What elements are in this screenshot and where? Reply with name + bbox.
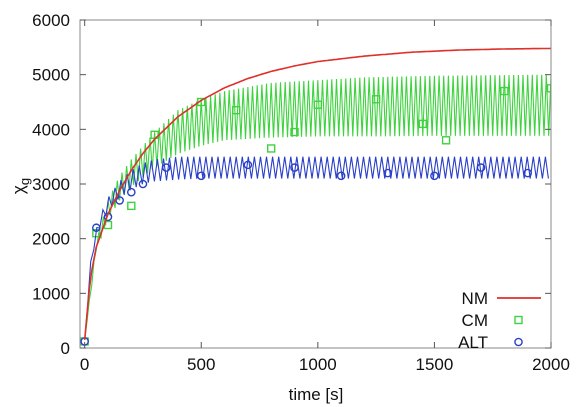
alt-marker bbox=[290, 163, 299, 172]
cm-marker bbox=[232, 105, 241, 115]
alt-series-line bbox=[84, 156, 549, 340]
cm-series-line bbox=[84, 74, 551, 340]
cm-marker bbox=[546, 84, 551, 93]
alt-marker bbox=[430, 171, 439, 181]
x-tick-label: 0 bbox=[80, 355, 89, 374]
cm-marker bbox=[371, 95, 381, 104]
y-tick-label: 2000 bbox=[32, 230, 70, 249]
alt-marker bbox=[383, 168, 393, 178]
alt-marker bbox=[92, 223, 101, 233]
legend-swatch-cm bbox=[514, 315, 523, 325]
x-tick-label: 1000 bbox=[299, 355, 337, 374]
alt-marker bbox=[115, 196, 124, 205]
y-tick-label: 1000 bbox=[32, 284, 70, 303]
x-axis-title: time [s] bbox=[289, 385, 344, 404]
x-tick-label: 1500 bbox=[416, 355, 454, 374]
axis-ticks bbox=[80, 19, 552, 349]
cm-marker bbox=[290, 127, 299, 137]
cm-marker bbox=[313, 100, 323, 109]
y-tick-label: 0 bbox=[61, 339, 70, 358]
y-tick-label: 4000 bbox=[32, 120, 70, 139]
alt-marker bbox=[243, 160, 253, 170]
cm-marker bbox=[500, 86, 509, 96]
legend-swatch-alt bbox=[514, 337, 523, 347]
y-axis-title: χg bbox=[9, 178, 32, 194]
cm-marker bbox=[441, 136, 451, 145]
cm-marker bbox=[266, 144, 276, 153]
y-axis-title-subscript: g bbox=[17, 178, 32, 185]
legend-label-cm: CM bbox=[462, 311, 488, 330]
x-tick-label: 500 bbox=[187, 355, 215, 374]
y-axis-title-group: χg bbox=[9, 178, 32, 194]
legend-label-alt: ALT bbox=[458, 333, 488, 352]
alt-marker bbox=[126, 187, 136, 197]
cm-marker bbox=[127, 201, 136, 211]
y-tick-label: 6000 bbox=[32, 11, 70, 30]
y-tick-label: 3000 bbox=[32, 175, 70, 194]
alt-marker bbox=[336, 171, 346, 181]
alt-marker bbox=[196, 171, 206, 181]
axis-tick-labels: 0 500 1000 1500 2000 0 1000 2000 3000 4000 5000 600… bbox=[32, 11, 570, 374]
y-tick-label: 5000 bbox=[32, 66, 70, 85]
legend: NM CM ALT bbox=[458, 289, 541, 352]
y-axis-title-main: χ bbox=[9, 185, 28, 194]
alt-marker bbox=[138, 179, 148, 189]
legend-label-nm: NM bbox=[462, 289, 488, 308]
alt-marker bbox=[523, 168, 532, 178]
plot-series-group bbox=[80, 47, 551, 346]
nm-series-line bbox=[83, 47, 551, 340]
cm-marker bbox=[418, 119, 427, 129]
x-tick-label: 2000 bbox=[532, 355, 570, 374]
plot-area bbox=[80, 47, 551, 346]
alt-marker bbox=[161, 163, 171, 172]
alt-marker bbox=[476, 163, 486, 172]
